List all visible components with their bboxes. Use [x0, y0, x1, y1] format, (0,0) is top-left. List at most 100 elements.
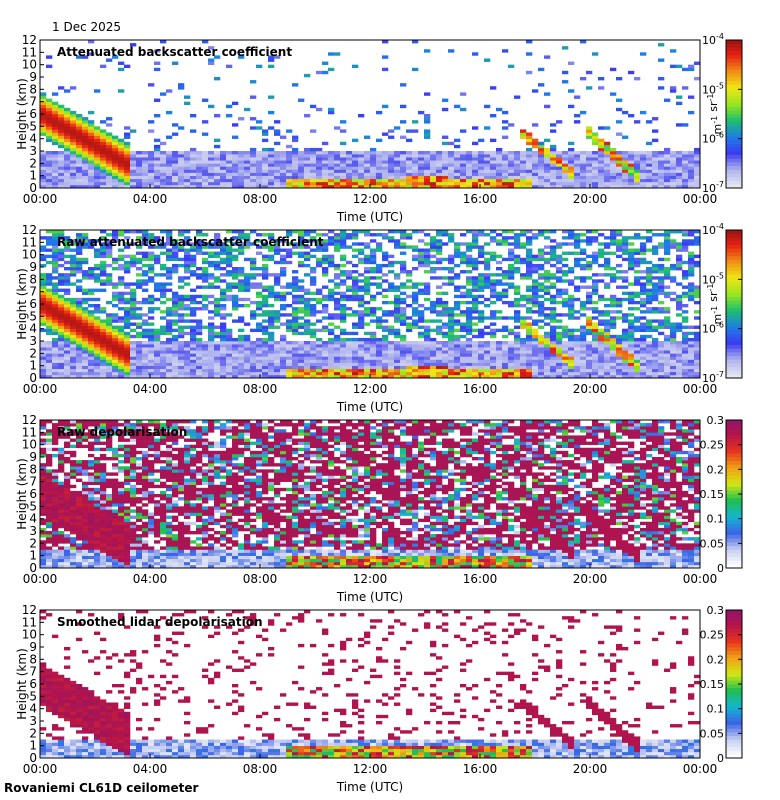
- heatmap-cell: [274, 371, 281, 376]
- heatmap-cell: [64, 325, 71, 329]
- heatmap-cell: [496, 356, 503, 360]
- heatmap-cell: [82, 341, 89, 345]
- heatmap-cell: [394, 331, 401, 336]
- heatmap-cell: [178, 169, 185, 173]
- heatmap-cell: [298, 310, 305, 314]
- heatmap-cell: [436, 233, 443, 237]
- heatmap-cell: [562, 154, 569, 158]
- heatmap-cell: [364, 279, 371, 283]
- heatmap-cell: [106, 163, 113, 167]
- colorbar-segment: [726, 43, 742, 48]
- heatmap-cell: [502, 374, 509, 379]
- heatmap-cell: [232, 166, 239, 170]
- heatmap-cell: [484, 154, 491, 158]
- heatmap-cell: [190, 254, 197, 259]
- heatmap-cell: [94, 368, 101, 373]
- heatmap-cell: [70, 267, 77, 271]
- heatmap-cell: [436, 260, 443, 265]
- heatmap-cell: [262, 353, 269, 357]
- heatmap-cell: [454, 181, 461, 186]
- heatmap-cell: [370, 310, 377, 314]
- heatmap-cell: [316, 263, 323, 268]
- heatmap-cell: [46, 297, 53, 302]
- heatmap-cell: [124, 154, 131, 158]
- heatmap-cell: [664, 154, 671, 158]
- heatmap-cell: [364, 270, 371, 274]
- heatmap-cell: [376, 325, 383, 329]
- heatmap-cell: [634, 154, 641, 158]
- heatmap-cell: [166, 356, 173, 360]
- heatmap-cell: [124, 242, 131, 246]
- heatmap-cell: [562, 356, 569, 360]
- heatmap-cell: [148, 294, 155, 299]
- heatmap-cell: [574, 365, 581, 370]
- heatmap-cell: [454, 350, 461, 354]
- heatmap-cell: [448, 337, 455, 342]
- heatmap-cell: [76, 175, 83, 180]
- heatmap-cell: [280, 365, 287, 370]
- heatmap-cell: [364, 135, 371, 139]
- heatmap-cell: [532, 334, 539, 339]
- heatmap-cell: [214, 144, 221, 149]
- heatmap-cell: [142, 163, 149, 167]
- heatmap-cell: [58, 316, 65, 320]
- heatmap-cell: [46, 300, 53, 305]
- heatmap-cell: [88, 120, 95, 124]
- heatmap-cell: [346, 337, 353, 342]
- heatmap-cell: [364, 356, 371, 360]
- heatmap-cell: [532, 236, 539, 240]
- heatmap-cell: [178, 294, 185, 299]
- heatmap-cell: [400, 157, 407, 161]
- heatmap-cell: [328, 242, 335, 246]
- heatmap-cell: [142, 347, 149, 351]
- heatmap-cell: [82, 163, 89, 167]
- heatmap-cell: [208, 260, 215, 265]
- heatmap-cell: [184, 178, 191, 183]
- heatmap-cell: [280, 184, 287, 189]
- heatmap-cell: [238, 288, 245, 292]
- heatmap-cell: [250, 368, 257, 373]
- heatmap-cell: [346, 359, 353, 363]
- heatmap-cell: [88, 138, 95, 143]
- heatmap-cell: [532, 141, 539, 146]
- heatmap-cell: [76, 344, 83, 348]
- heatmap-cell: [370, 362, 377, 366]
- heatmap-cell: [502, 356, 509, 360]
- heatmap-cell: [268, 334, 275, 339]
- heatmap-cell: [598, 310, 605, 314]
- heatmap-cell: [340, 154, 347, 158]
- heatmap-cell: [394, 175, 401, 180]
- heatmap-cell: [262, 273, 269, 277]
- heatmap-cell: [580, 239, 587, 243]
- heatmap-cell: [346, 362, 353, 366]
- heatmap-cell: [130, 160, 137, 164]
- heatmap-cell: [610, 151, 617, 155]
- heatmap-cell: [382, 371, 389, 376]
- heatmap-cell: [274, 260, 281, 265]
- heatmap-cell: [202, 175, 209, 180]
- heatmap-cell: [490, 273, 497, 277]
- heatmap-cell: [322, 245, 329, 249]
- heatmap-cell: [220, 175, 227, 180]
- heatmap-cell: [46, 341, 53, 345]
- heatmap-cell: [424, 356, 431, 360]
- heatmap-cell: [286, 285, 293, 289]
- heatmap-cell: [64, 89, 71, 93]
- heatmap-cell: [598, 294, 605, 299]
- heatmap-cell: [76, 316, 83, 320]
- heatmap-cell: [166, 371, 173, 376]
- heatmap-cell: [58, 126, 65, 130]
- colorbar-segment: [726, 165, 742, 170]
- heatmap-cell: [688, 184, 695, 189]
- heatmap-cell: [622, 135, 629, 139]
- heatmap-cell: [508, 285, 515, 289]
- heatmap-cell: [124, 254, 131, 259]
- heatmap-cell: [418, 344, 425, 348]
- heatmap-cell: [70, 328, 77, 333]
- heatmap-cell: [646, 181, 653, 186]
- heatmap-cell: [514, 157, 521, 161]
- heatmap-cell: [550, 341, 557, 345]
- heatmap-cell: [688, 181, 695, 186]
- heatmap-cell: [550, 334, 557, 339]
- heatmap-cell: [580, 257, 587, 262]
